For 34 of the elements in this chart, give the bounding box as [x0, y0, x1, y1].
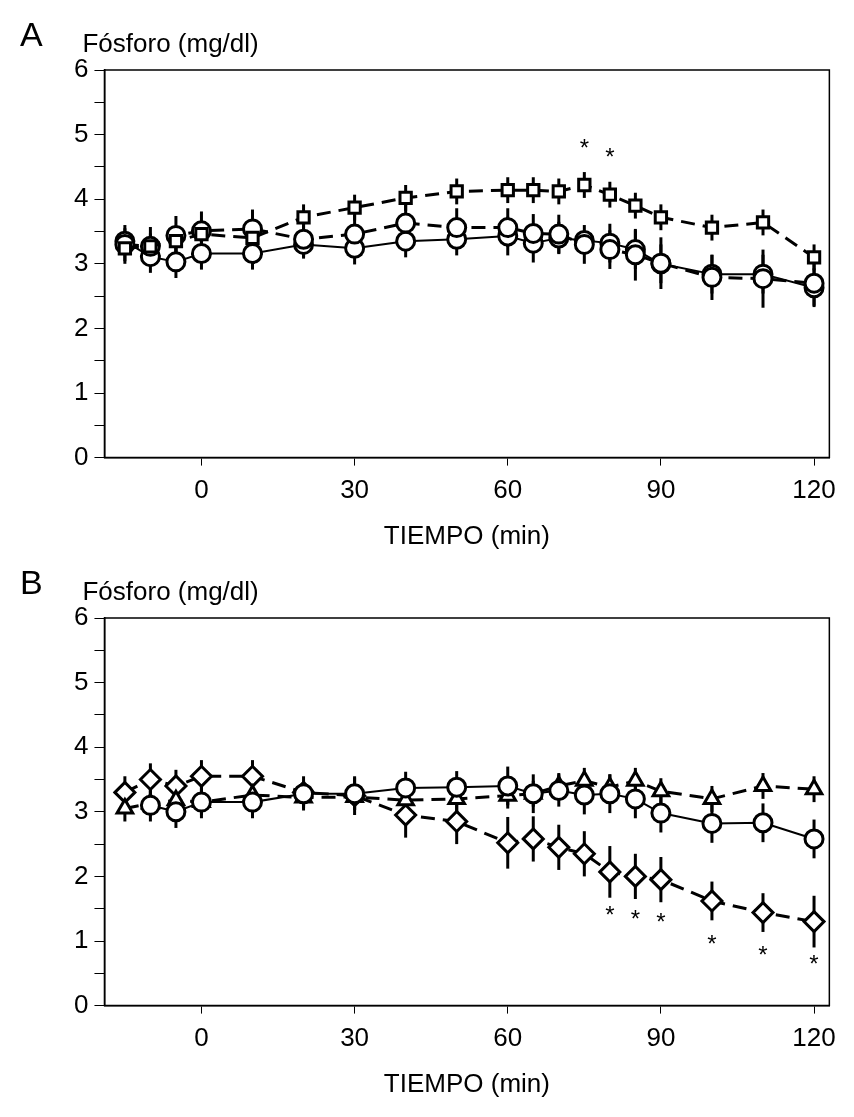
x-tick-label: 0 [194, 1022, 209, 1053]
y-tick-label: 0 [73, 440, 89, 471]
x-tick-label: 0 [194, 474, 209, 505]
annotation: * [707, 929, 717, 957]
x-tick-label: 90 [646, 474, 676, 505]
annotation: * [656, 908, 666, 936]
annotation: * [579, 133, 589, 161]
y-tick-label: 2 [73, 311, 89, 342]
annotation: * [605, 143, 615, 171]
y-tick-label: 4 [73, 730, 89, 761]
x-tick-label: 120 [792, 474, 836, 505]
x-tick-label: 60 [493, 1022, 523, 1053]
y-tick-label: 5 [73, 665, 89, 696]
y-tick-label: 1 [73, 376, 89, 407]
annotation: * [758, 941, 768, 969]
y-tick-label: 2 [73, 859, 89, 890]
y-tick-label: 3 [73, 794, 89, 825]
chart-title: B [20, 563, 43, 601]
chart-title: A [20, 15, 43, 53]
y-tick-label: 3 [73, 246, 89, 277]
y-tick-label: 4 [73, 182, 89, 213]
x-tick-label: 90 [646, 1022, 676, 1053]
x-axis-title: TIEMPO (min) [383, 519, 550, 550]
annotation: * [630, 905, 641, 933]
annotation: * [605, 900, 615, 928]
y-tick-label: 0 [73, 988, 89, 1019]
x-tick-label: 30 [340, 474, 370, 505]
y-tick-label: 1 [73, 924, 89, 955]
x-tick-label: 120 [792, 1022, 836, 1053]
x-tick-label: 60 [493, 474, 523, 505]
annotation: * [809, 950, 819, 978]
x-tick-label: 30 [340, 1022, 370, 1053]
x-axis-title: TIEMPO (min) [383, 1067, 550, 1098]
y-tick-label: 5 [73, 117, 89, 148]
